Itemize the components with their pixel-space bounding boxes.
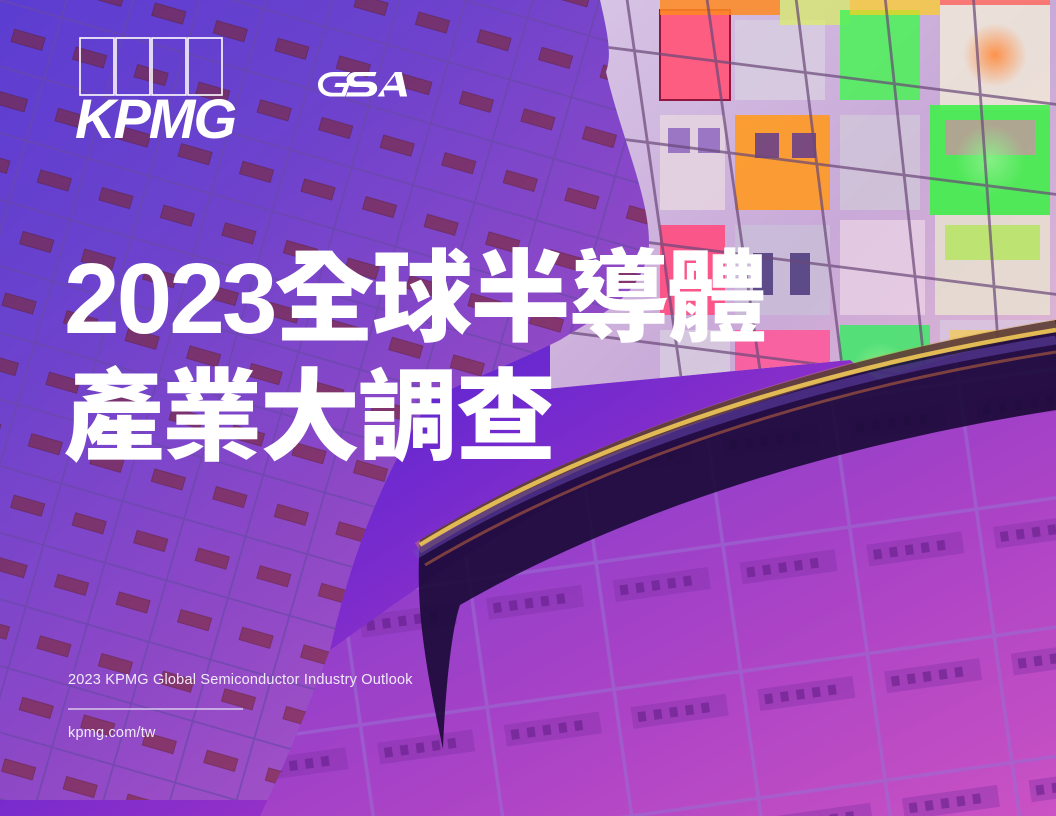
svg-text:產業大調查: 產業大調查 xyxy=(64,336,554,481)
svg-text:2023 KPMG Global Semiconductor: 2023 KPMG Global Semiconductor Industry … xyxy=(68,672,413,688)
svg-text:KPMG: KPMG xyxy=(75,87,235,150)
svg-text:kpmg.com/tw: kpmg.com/tw xyxy=(68,725,156,741)
